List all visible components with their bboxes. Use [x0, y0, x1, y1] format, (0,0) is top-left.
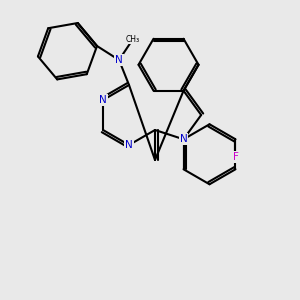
Text: F: F	[232, 152, 238, 162]
Text: CH₃: CH₃	[126, 34, 140, 43]
Text: N: N	[180, 134, 188, 144]
Text: N: N	[115, 55, 123, 65]
Text: N: N	[125, 140, 133, 150]
Text: N: N	[99, 95, 107, 105]
